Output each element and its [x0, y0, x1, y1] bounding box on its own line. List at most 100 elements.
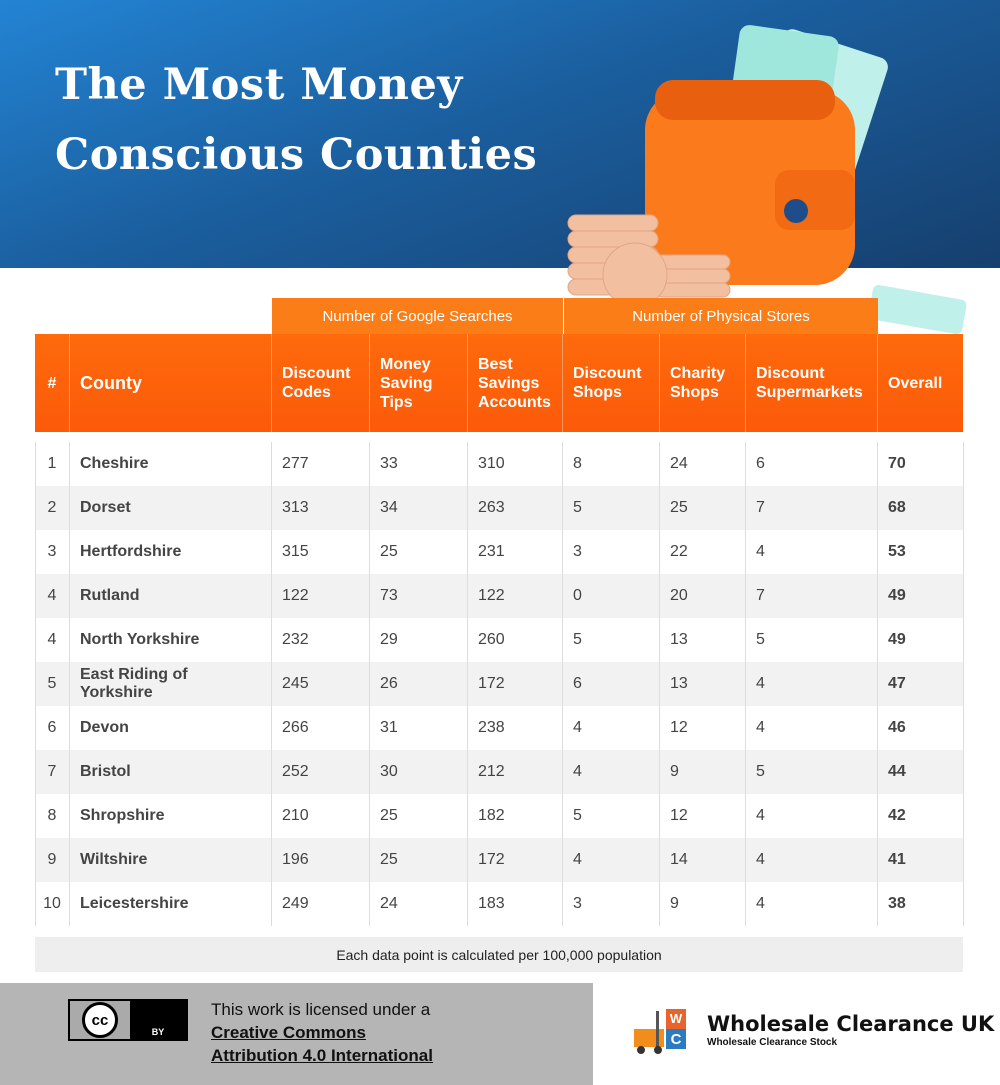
value-cell: 4 — [563, 706, 660, 750]
value-cell: 5 — [563, 618, 660, 662]
value-cell: 6 — [35, 706, 70, 750]
value-cell: 0 — [563, 574, 660, 618]
value-cell: 14 — [660, 838, 746, 882]
value-cell: 73 — [370, 574, 468, 618]
value-cell: 260 — [468, 618, 563, 662]
value-cell: 5 — [563, 794, 660, 838]
value-cell: 212 — [468, 750, 563, 794]
column-header: # — [35, 334, 70, 432]
value-cell: 13 — [660, 662, 746, 706]
value-cell: 7 — [746, 486, 878, 530]
value-cell: 232 — [272, 618, 370, 662]
group-header: Number of Physical Stores — [564, 298, 878, 334]
value-cell: 70 — [888, 455, 906, 472]
value-cell: 266 — [272, 706, 370, 750]
value-cell: 122 — [272, 574, 370, 618]
value-cell: 13 — [660, 618, 746, 662]
table-row — [36, 706, 963, 750]
value-cell: 12 — [660, 706, 746, 750]
value-cell: 68 — [888, 499, 906, 516]
column-header: Charity Shops — [660, 334, 746, 432]
value-cell: 24 — [660, 442, 746, 486]
county-cell: Rutland — [70, 574, 272, 618]
table-row — [36, 442, 963, 486]
value-cell: 1 — [35, 442, 70, 486]
value-cell: 7 — [746, 574, 878, 618]
value-cell: 313 — [272, 486, 370, 530]
value-cell: 4 — [35, 574, 70, 618]
value-cell: 4 — [746, 706, 878, 750]
value-cell: 172 — [468, 838, 563, 882]
value-cell: 4 — [746, 882, 878, 926]
table-row — [36, 574, 963, 618]
value-cell: 47 — [888, 675, 906, 692]
value-cell: 8 — [35, 794, 70, 838]
value-cell: 25 — [660, 486, 746, 530]
value-cell: 277 — [272, 442, 370, 486]
value-cell: 3 — [563, 530, 660, 574]
value-cell: 29 — [370, 618, 468, 662]
value-cell: 49 — [888, 631, 906, 648]
value-cell: 34 — [370, 486, 468, 530]
value-cell: 7 — [35, 750, 70, 794]
title-line: The Most Money — [55, 60, 463, 110]
value-cell: 31 — [370, 706, 468, 750]
county-cell: Hertfordshire — [70, 530, 272, 574]
value-cell: 4 — [746, 794, 878, 838]
value-cell: 249 — [272, 882, 370, 926]
license-text: This work is licensed under a — [211, 1000, 431, 1019]
value-cell: 9 — [660, 750, 746, 794]
license-link[interactable]: Creative Commons — [211, 1023, 366, 1042]
value-cell: 41 — [888, 851, 906, 868]
value-cell: 3 — [35, 530, 70, 574]
value-cell: 30 — [370, 750, 468, 794]
value-cell: 9 — [35, 838, 70, 882]
value-cell: 210 — [272, 794, 370, 838]
table-row — [36, 750, 963, 794]
value-cell: 4 — [35, 618, 70, 662]
value-cell: 245 — [272, 662, 370, 706]
value-cell: 38 — [888, 895, 906, 912]
table-row — [36, 530, 963, 574]
county-cell: Wiltshire — [70, 838, 272, 882]
cc-logo: cc — [82, 1002, 118, 1038]
value-cell: 172 — [468, 662, 563, 706]
value-cell: 46 — [888, 719, 906, 736]
value-cell: 4 — [563, 838, 660, 882]
table-row — [36, 618, 963, 662]
value-cell: 6 — [563, 662, 660, 706]
value-cell: 263 — [468, 486, 563, 530]
value-cell: 238 — [468, 706, 563, 750]
value-cell: 26 — [370, 662, 468, 706]
county-cell: Cheshire — [70, 442, 272, 486]
value-cell: 24 — [370, 882, 468, 926]
table-row — [36, 794, 963, 838]
license-link[interactable]: Attribution 4.0 International — [211, 1046, 433, 1065]
value-cell: 44 — [888, 763, 906, 780]
value-cell: 5 — [746, 618, 878, 662]
value-cell: 196 — [272, 838, 370, 882]
table-row — [36, 662, 963, 706]
brand-logo: W C — [634, 1009, 686, 1054]
county-cell: Shropshire — [70, 794, 272, 838]
value-cell: 25 — [370, 838, 468, 882]
value-cell: 231 — [468, 530, 563, 574]
value-cell: 310 — [468, 442, 563, 486]
value-cell: 252 — [272, 750, 370, 794]
brand-tagline: Wholesale Clearance Stock — [707, 1037, 838, 1048]
value-cell: 9 — [660, 882, 746, 926]
table-row — [36, 486, 963, 530]
value-cell: 4 — [563, 750, 660, 794]
logo-letter: C — [671, 1031, 682, 1048]
value-cell: 122 — [468, 574, 563, 618]
column-header: Discount Shops — [563, 334, 660, 432]
value-cell: 22 — [660, 530, 746, 574]
value-cell: 183 — [468, 882, 563, 926]
value-cell: 5 — [563, 486, 660, 530]
value-cell: 5 — [746, 750, 878, 794]
value-cell: 6 — [746, 442, 878, 486]
wallet-illustration — [567, 25, 967, 335]
value-cell: 12 — [660, 794, 746, 838]
value-cell: 49 — [888, 587, 906, 604]
